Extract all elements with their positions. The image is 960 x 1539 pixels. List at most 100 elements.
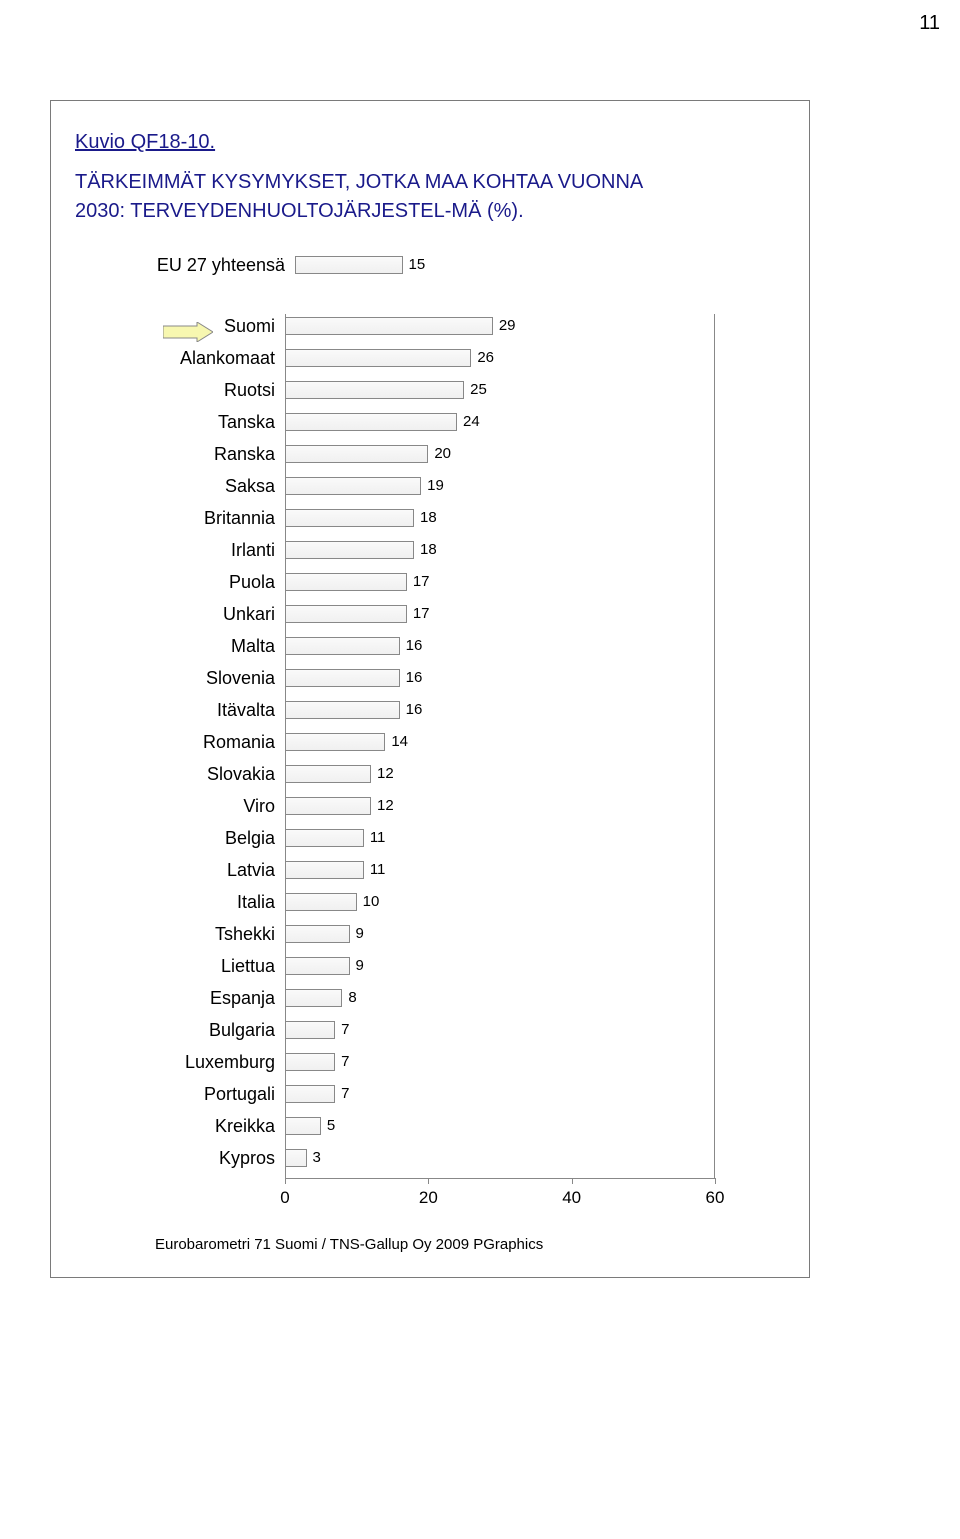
country-label: Latvia — [227, 860, 275, 881]
country-label: Kreikka — [215, 1116, 275, 1137]
country-plot: 14 — [285, 726, 715, 758]
country-plot: 5 — [285, 1110, 715, 1142]
country-plot: 29 — [285, 310, 715, 342]
country-plot: 16 — [285, 630, 715, 662]
country-label-col: Romania — [75, 732, 285, 753]
x-axis: 0204060 — [285, 1178, 715, 1218]
country-label: Itävalta — [217, 700, 275, 721]
country-label-col: Tshekki — [75, 924, 285, 945]
country-value: 8 — [342, 982, 356, 1014]
country-label: Ranska — [214, 444, 275, 465]
country-label: Alankomaat — [180, 348, 275, 369]
country-plot: 17 — [285, 598, 715, 630]
country-row: Viro 12 — [75, 790, 785, 822]
country-bar — [285, 925, 350, 943]
summary-label: EU 27 yhteensä — [75, 255, 295, 276]
country-bar — [285, 413, 457, 431]
country-row: Malta16 — [75, 630, 785, 662]
country-bar — [285, 1117, 321, 1135]
chart-title: TÄRKEIMMÄT KYSYMYKSET, JOTKA MAA KOHTAA … — [75, 168, 675, 226]
country-label: Slovakia — [207, 764, 275, 785]
country-value: 19 — [421, 470, 444, 502]
country-label-col: Kypros — [75, 1148, 285, 1169]
country-label-col: Ranska — [75, 444, 285, 465]
x-tick — [572, 1178, 573, 1184]
country-value: 16 — [400, 694, 423, 726]
country-plot: 19 — [285, 470, 715, 502]
country-bar — [285, 573, 407, 591]
country-plot: 12 — [285, 790, 715, 822]
country-plot: 25 — [285, 374, 715, 406]
country-bar — [285, 989, 342, 1007]
country-bar — [285, 861, 364, 879]
country-plot: 7 — [285, 1046, 715, 1078]
country-value: 24 — [457, 406, 480, 438]
country-plot: 9 — [285, 950, 715, 982]
country-plot: 18 — [285, 502, 715, 534]
country-bar — [285, 733, 385, 751]
country-value: 5 — [321, 1110, 335, 1142]
country-label-col: Portugali — [75, 1084, 285, 1105]
country-label: Slovenia — [206, 668, 275, 689]
x-tick — [285, 1178, 286, 1184]
country-plot: 7 — [285, 1078, 715, 1110]
country-bar — [285, 541, 414, 559]
country-row: Ruotsi 25 — [75, 374, 785, 406]
axis-frame-left — [285, 314, 286, 1178]
country-row: Itävalta 16 — [75, 694, 785, 726]
x-tick-label: 20 — [419, 1188, 438, 1208]
x-tick-label: 40 — [562, 1188, 581, 1208]
country-label-col: Viro — [75, 796, 285, 817]
country-value: 17 — [407, 598, 430, 630]
country-row: Suomi29 — [75, 310, 785, 342]
country-value: 18 — [414, 502, 437, 534]
country-value: 18 — [414, 534, 437, 566]
country-label: Portugali — [204, 1084, 275, 1105]
country-row: Britannia18 — [75, 502, 785, 534]
country-label: Irlanti — [231, 540, 275, 561]
country-row: Portugali 7 — [75, 1078, 785, 1110]
country-label-col: Puola — [75, 572, 285, 593]
country-label-col: Slovenia — [75, 668, 285, 689]
country-list: Suomi29Alankomaat26Ruotsi25Tanska24Ransk… — [75, 310, 785, 1174]
country-plot: 16 — [285, 694, 715, 726]
country-plot: 20 — [285, 438, 715, 470]
country-value: 3 — [307, 1142, 321, 1174]
country-bar — [285, 349, 471, 367]
country-label-col: Italia — [75, 892, 285, 913]
country-label-col: Bulgaria — [75, 1020, 285, 1041]
country-row: Tshekki 9 — [75, 918, 785, 950]
x-tick-label: 60 — [706, 1188, 725, 1208]
country-label-col: Alankomaat — [75, 348, 285, 369]
country-bar — [285, 829, 364, 847]
country-value: 26 — [471, 342, 494, 374]
country-label-col: Suomi — [75, 316, 285, 337]
country-value: 9 — [350, 950, 364, 982]
country-row: Kreikka 5 — [75, 1110, 785, 1142]
country-label-col: Luxemburg — [75, 1052, 285, 1073]
country-value: 7 — [335, 1046, 349, 1078]
highlight-pointer-icon — [163, 322, 213, 342]
country-bar — [285, 797, 371, 815]
country-row: Kypros 3 — [75, 1142, 785, 1174]
country-label: Ruotsi — [224, 380, 275, 401]
country-bar — [285, 509, 414, 527]
country-label: Tanska — [218, 412, 275, 433]
country-plot: 8 — [285, 982, 715, 1014]
country-label-col: Slovakia — [75, 764, 285, 785]
country-row: Ranska 20 — [75, 438, 785, 470]
country-value: 12 — [371, 758, 394, 790]
axis-frame-right — [714, 314, 715, 1178]
country-row: Slovakia 12 — [75, 758, 785, 790]
country-plot: 3 — [285, 1142, 715, 1174]
country-bar — [285, 605, 407, 623]
country-bar — [285, 957, 350, 975]
summary-bar — [295, 256, 403, 274]
country-bar — [285, 1053, 335, 1071]
country-value: 9 — [350, 918, 364, 950]
country-plot: 16 — [285, 662, 715, 694]
country-value: 11 — [364, 854, 386, 886]
country-label-col: Malta — [75, 636, 285, 657]
country-value: 12 — [371, 790, 394, 822]
country-bar — [285, 765, 371, 783]
